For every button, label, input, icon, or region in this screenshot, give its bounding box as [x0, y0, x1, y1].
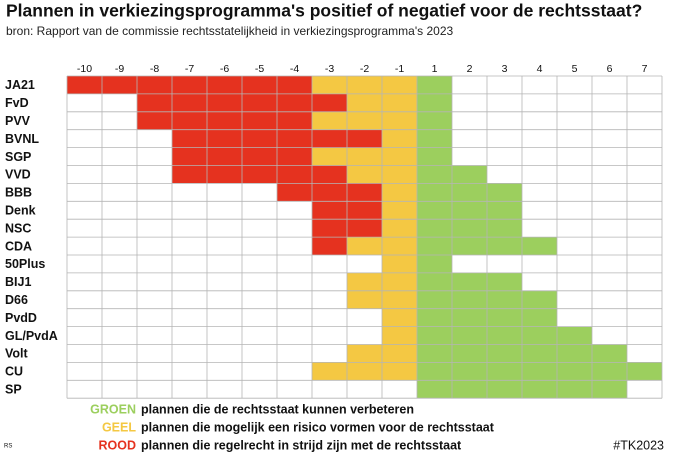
category-label: CDA: [5, 239, 32, 253]
x-tick-label: 2: [467, 63, 473, 75]
category-label: GL/PvdA: [5, 329, 58, 343]
category-label: CU: [5, 365, 23, 379]
bar-segment: [312, 237, 347, 255]
x-tick-label: -5: [255, 63, 264, 75]
x-tick-label: 5: [572, 63, 578, 75]
bar-segment: [312, 362, 417, 381]
bar-segment: [137, 111, 312, 130]
x-tick-label: 3: [502, 63, 508, 75]
category-label: PvdD: [5, 311, 37, 325]
bar-segment: [277, 183, 382, 202]
bar-segment: [382, 255, 417, 273]
bar-segment: [382, 201, 417, 220]
bar-segment: [382, 129, 417, 148]
x-tick-label: -2: [360, 63, 369, 75]
x-tick-label: -10: [77, 63, 92, 75]
bar-segment: [417, 326, 592, 345]
category-label: NSC: [5, 221, 31, 235]
legend-description: plannen die de rechtsstaat kunnen verbet…: [141, 402, 414, 416]
chart-subtitle: bron: Rapport van de commissie rechtssta…: [6, 24, 453, 38]
category-label: JA21: [5, 78, 35, 92]
category-label: BVNL: [5, 132, 39, 146]
bar-segment: [417, 272, 522, 291]
bar-segment: [417, 362, 662, 381]
x-tick-label: 6: [607, 63, 613, 75]
bar-segment: [417, 111, 452, 130]
x-tick-label: -6: [220, 63, 229, 75]
hashtag: #TK2023: [613, 438, 664, 452]
x-tick-label: 1: [432, 63, 438, 75]
bar-segment: [312, 76, 417, 94]
bar-segment: [312, 147, 417, 166]
bar-segment: [417, 76, 452, 94]
category-label: BIJ1: [5, 275, 31, 289]
bar-segment: [417, 201, 522, 220]
bar-segment: [417, 93, 452, 112]
category-label: SGP: [5, 150, 31, 164]
x-tick-label: -1: [395, 63, 404, 75]
legend-description: plannen die regelrecht in strijd zijn me…: [141, 438, 462, 452]
chart-title: Plannen in verkiezingsprogramma's positi…: [6, 1, 642, 21]
bar-segment: [382, 219, 417, 238]
bar-segment: [67, 76, 312, 94]
legend-name: GROEN: [90, 402, 136, 416]
source-mark: RS: [4, 444, 12, 450]
bar-segment: [382, 308, 417, 327]
category-label: PVV: [5, 114, 31, 128]
x-tick-label: -3: [325, 63, 334, 75]
category-label: Volt: [5, 347, 29, 361]
legend-name: ROOD: [99, 438, 137, 452]
category-label: Denk: [5, 204, 36, 218]
bar-segment: [417, 147, 452, 166]
category-label: VVD: [5, 168, 31, 182]
category-label: 50Plus: [5, 257, 45, 271]
bar-segment: [382, 183, 417, 202]
bar-segment: [382, 326, 417, 345]
x-tick-label: 4: [537, 63, 543, 75]
legend-name: GEEL: [102, 420, 136, 434]
category-label: FvD: [5, 96, 29, 110]
x-tick-label: -9: [115, 63, 124, 75]
bar-segment: [417, 129, 452, 148]
x-tick-label: -8: [150, 63, 159, 75]
category-label: SP: [5, 383, 22, 397]
x-tick-label: 7: [642, 63, 648, 75]
bar-segment: [417, 183, 522, 202]
bar-segment: [417, 219, 522, 238]
x-tick-label: -7: [185, 63, 194, 75]
bar-segment: [312, 111, 417, 130]
bar-segment: [172, 165, 347, 184]
category-label: BBB: [5, 186, 32, 200]
legend-description: plannen die mogelijk een risico vormen v…: [141, 420, 495, 434]
category-label: D66: [5, 293, 28, 307]
x-tick-label: -4: [290, 63, 299, 75]
bar-segment: [417, 255, 452, 273]
